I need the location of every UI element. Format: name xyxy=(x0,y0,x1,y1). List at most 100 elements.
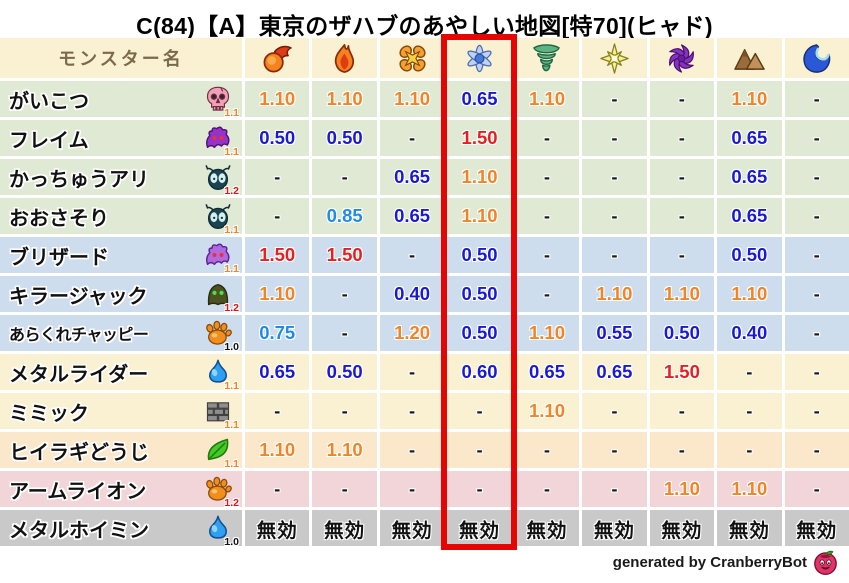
resist-value-cell: 1.50 xyxy=(245,237,310,273)
resist-value-cell: 0.65 xyxy=(717,159,782,195)
monster-name-cell: ヒイラギどうじ 1.1 xyxy=(0,432,242,469)
monster-name-cell: ミミック 1.1 xyxy=(0,393,242,430)
resist-value-cell: 0.40 xyxy=(379,276,445,312)
resist-value-cell: 無効 xyxy=(514,510,580,546)
skull-icon: 1.1 xyxy=(204,85,239,118)
resist-value: 0.50 xyxy=(663,322,700,343)
resist-value: 0.75 xyxy=(259,322,296,343)
element-header-earth xyxy=(717,38,782,78)
resist-value-cell: - xyxy=(649,432,715,468)
resist-value-cell: - xyxy=(312,471,377,507)
resist-value: - xyxy=(543,166,551,187)
resist-value-cell: - xyxy=(312,315,377,351)
resist-value: - xyxy=(813,205,820,226)
resist-value-cell: 無効 xyxy=(649,510,715,546)
resist-value-cell: 0.65 xyxy=(582,354,647,390)
resist-value: 1.10 xyxy=(663,283,700,304)
resist-value: - xyxy=(611,400,618,421)
resist-value-cell: 1.10 xyxy=(514,393,580,429)
resist-value: - xyxy=(678,166,685,187)
resist-value: 無効 xyxy=(728,519,770,542)
resist-value: 0.60 xyxy=(461,361,498,382)
resist-value: - xyxy=(341,400,348,421)
resist-value: 無効 xyxy=(796,519,838,542)
resist-value-cell: - xyxy=(784,159,849,195)
resist-value: - xyxy=(543,478,551,499)
resist-value-cell: - xyxy=(649,237,715,273)
resist-value: - xyxy=(409,439,416,460)
star-icon xyxy=(599,42,630,74)
monster-name: キラージャック xyxy=(9,285,148,308)
resist-value: 無効 xyxy=(459,519,501,542)
monster-name: ブリザード xyxy=(9,246,109,269)
resist-value-cell: - xyxy=(514,198,580,234)
resist-value-cell: 1.10 xyxy=(379,81,445,117)
resist-value-cell: 0.60 xyxy=(447,354,512,390)
element-header-dark xyxy=(649,38,715,78)
resist-value-cell: 0.65 xyxy=(245,354,310,390)
resist-value-cell: - xyxy=(582,237,647,273)
resist-value-cell: 1.10 xyxy=(312,432,377,468)
resist-value-cell: - xyxy=(784,81,849,117)
resist-value-cell: - xyxy=(582,393,647,429)
resist-value: 0.50 xyxy=(326,127,363,148)
wave-icon xyxy=(801,43,832,74)
resist-value: - xyxy=(341,283,348,304)
resist-value: 1.10 xyxy=(528,322,565,343)
resist-value: 0.50 xyxy=(461,283,498,304)
resist-value: - xyxy=(341,322,348,343)
resist-value: - xyxy=(543,127,551,148)
resist-value-cell: 0.65 xyxy=(447,81,512,117)
monster-multiplier-badge: 1.1 xyxy=(224,145,239,158)
resist-value-cell: 1.50 xyxy=(649,354,715,390)
element-header-water xyxy=(784,38,849,78)
element-header-ice xyxy=(447,38,512,78)
resist-value-cell: - xyxy=(582,81,647,117)
resist-value: 1.50 xyxy=(461,127,498,148)
page-title: C(84)【A】東京のザハブのあやしい地図[特70](ヒャド) xyxy=(136,13,713,39)
mountain-icon xyxy=(734,43,765,74)
resist-value-cell: 0.55 xyxy=(582,315,647,351)
resist-value-cell: 0.50 xyxy=(312,120,377,156)
resist-value: - xyxy=(274,478,281,499)
monster-name: ミミック xyxy=(9,402,89,425)
resist-value: - xyxy=(341,478,348,499)
snowflake-icon xyxy=(464,43,495,74)
resist-value-cell: - xyxy=(447,432,512,468)
resist-value: - xyxy=(409,127,416,148)
resist-value-cell: - xyxy=(312,393,377,429)
paw-icon: 1.2 xyxy=(204,475,239,508)
resist-value-cell: - xyxy=(379,354,445,390)
monster-name: フレイム xyxy=(9,129,89,152)
resist-value: - xyxy=(813,166,820,187)
resist-value: 0.65 xyxy=(731,127,768,148)
monster-name-header: モンスター名 xyxy=(0,38,242,78)
resist-value: 0.65 xyxy=(528,361,565,382)
resist-value: 無効 xyxy=(661,519,703,542)
resist-value-cell: - xyxy=(245,393,310,429)
resist-value: - xyxy=(813,244,820,265)
resist-value: 1.20 xyxy=(394,322,431,343)
slime-icon: 1.1 xyxy=(204,358,239,391)
resist-value-cell: 1.10 xyxy=(514,81,580,117)
monster-multiplier-badge: 1.2 xyxy=(224,301,239,314)
resist-value-cell: - xyxy=(784,315,849,351)
resist-value-cell: 0.50 xyxy=(447,276,512,312)
resist-value: 1.50 xyxy=(259,244,296,265)
resist-value-cell: 0.50 xyxy=(447,315,512,351)
resist-value: - xyxy=(611,439,618,460)
resist-value: - xyxy=(813,400,820,421)
resist-value-cell: - xyxy=(514,276,580,312)
resist-value: 0.50 xyxy=(326,361,363,382)
monster-name: かっちゅうアリ xyxy=(9,168,149,191)
resist-value-cell: 無効 xyxy=(447,510,512,546)
resist-value: 0.65 xyxy=(731,166,768,187)
monster-multiplier-badge: 1.1 xyxy=(224,106,239,119)
resist-value: 無効 xyxy=(391,519,433,542)
resist-value-cell: 無効 xyxy=(717,510,782,546)
resist-value: - xyxy=(678,400,685,421)
resist-value: - xyxy=(611,205,618,226)
resist-value-cell: - xyxy=(649,393,715,429)
resist-value: - xyxy=(678,205,685,226)
resist-value-cell: 0.50 xyxy=(245,120,310,156)
